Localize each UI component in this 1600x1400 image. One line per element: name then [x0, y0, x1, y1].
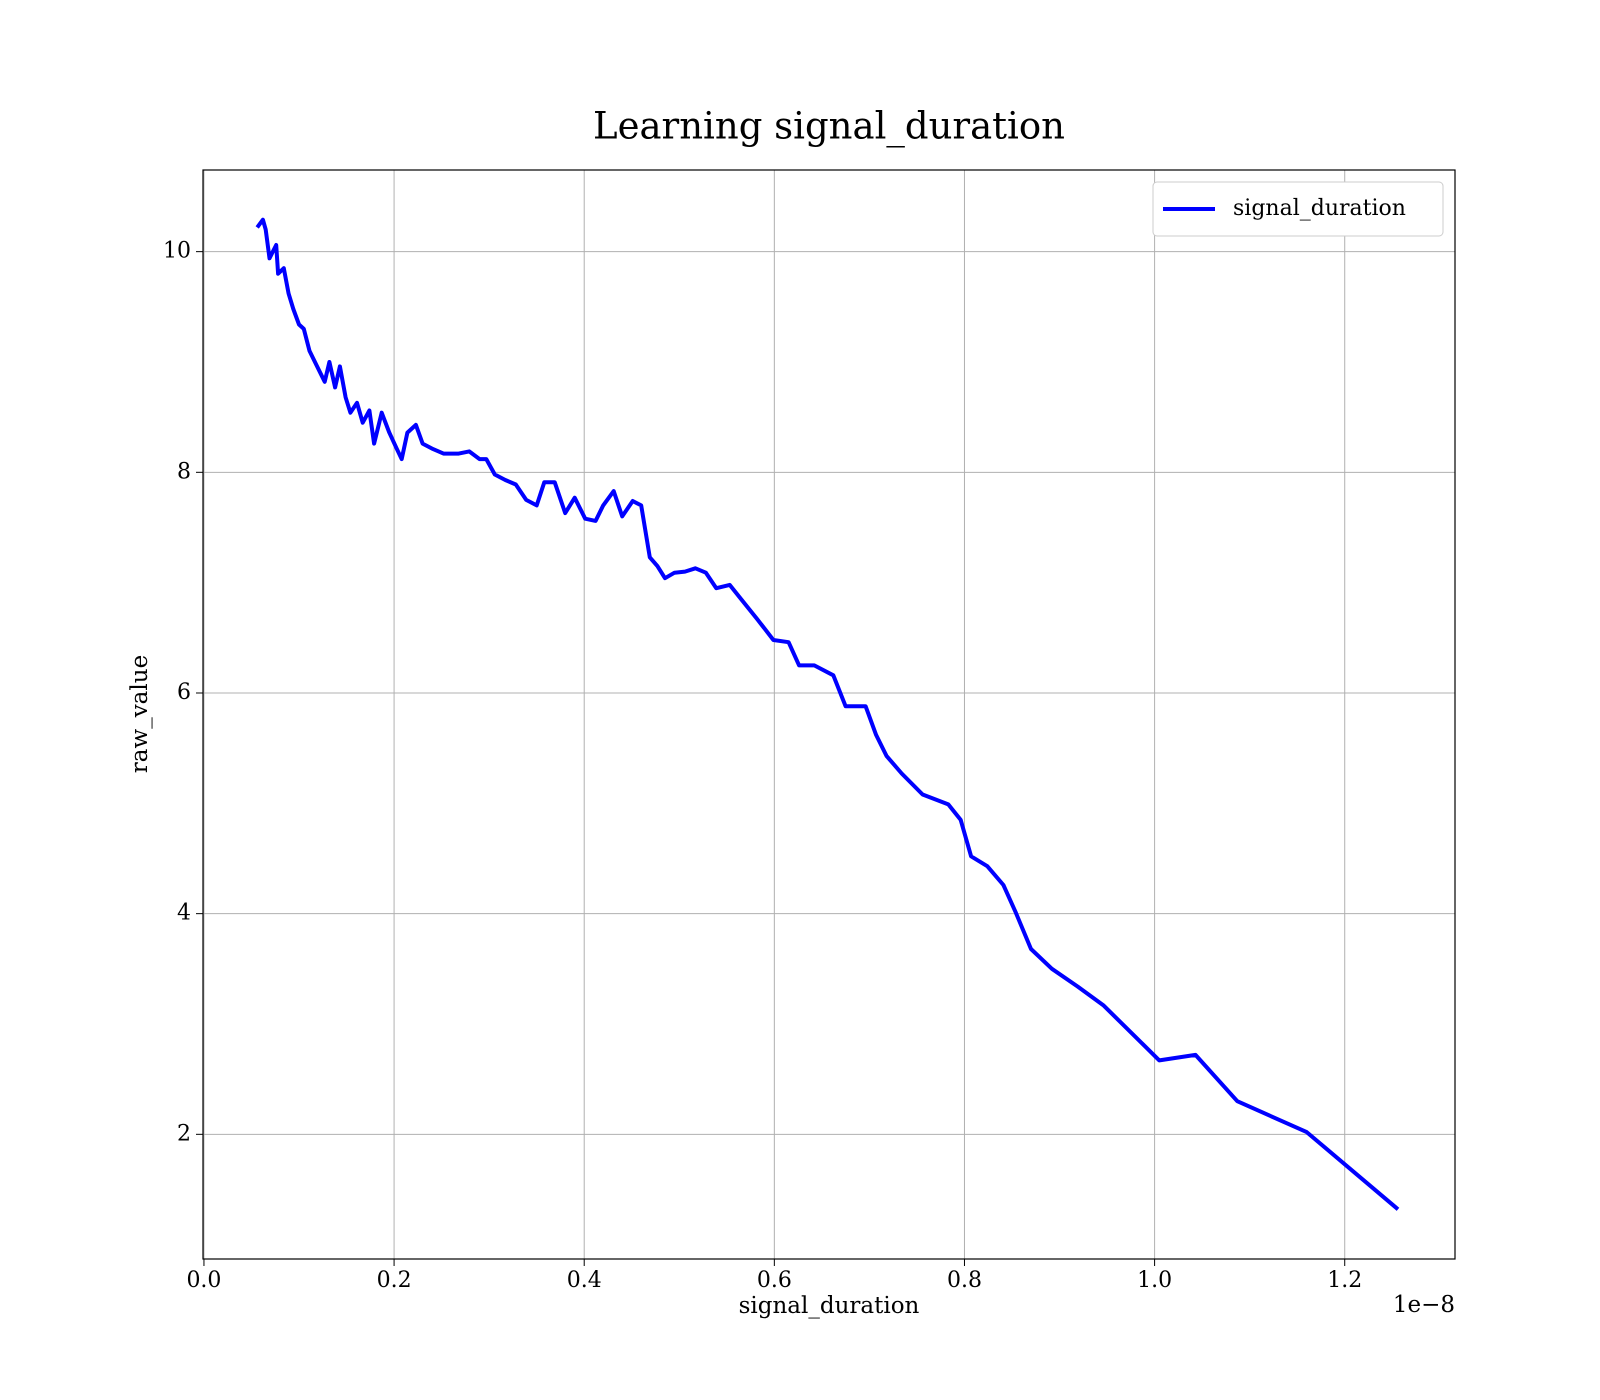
y-tick-label: 10: [163, 239, 191, 264]
plot-frame: [202, 169, 1456, 1260]
y-tick-label: 2: [177, 1121, 191, 1146]
line-series: [255, 217, 1400, 1211]
chart-title: Learning signal_duration: [593, 105, 1065, 149]
y-axis-label: raw_value: [127, 655, 153, 773]
x-tick-label: 0.6: [757, 1268, 792, 1293]
legend-box: [1152, 181, 1444, 237]
x-tick-label: 0.2: [377, 1268, 412, 1293]
x-tick-label: 0.8: [947, 1268, 982, 1293]
y-tick-label: 6: [177, 680, 191, 705]
x-tick-label: 0.4: [567, 1268, 602, 1293]
x-axis-label: signal_duration: [739, 1293, 920, 1319]
y-tick-label: 8: [177, 459, 191, 484]
y-tick-label: 4: [177, 901, 191, 926]
x-offset-label: 1e−8: [1393, 1292, 1455, 1318]
x-tick-label: 1.0: [1137, 1268, 1172, 1293]
legend-label: signal_duration: [1233, 196, 1406, 221]
x-tick-label: 1.2: [1327, 1268, 1362, 1293]
x-tick-label: 0.0: [186, 1268, 221, 1293]
